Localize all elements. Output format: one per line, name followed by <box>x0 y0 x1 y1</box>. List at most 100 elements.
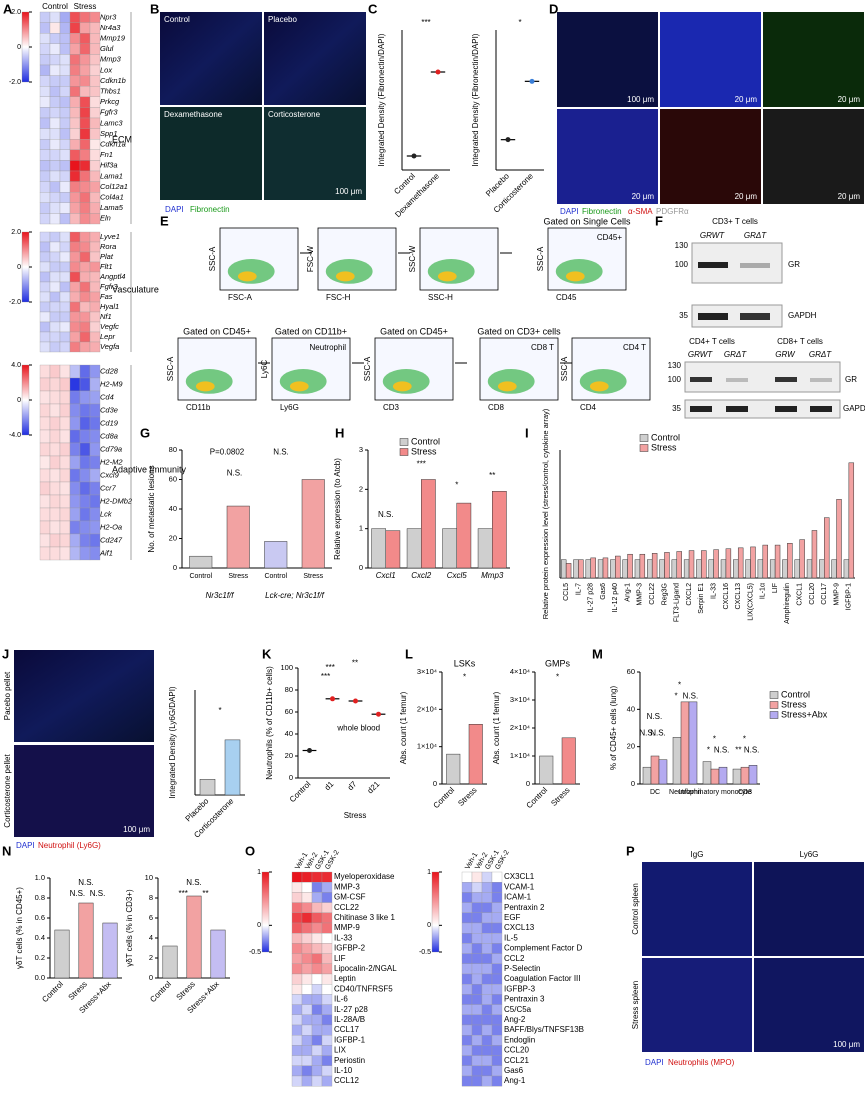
heatmap-cell <box>39 271 51 283</box>
axis-label: SSC-A <box>363 356 372 381</box>
bar <box>745 559 751 579</box>
axis-label: CD3 <box>383 403 400 412</box>
y-tick-label: 20 <box>285 751 293 760</box>
scale-bar-label: 20 μm <box>838 192 861 201</box>
scale-bar-label: 20 μm <box>838 95 861 104</box>
row-label: Lepr <box>100 332 116 341</box>
heatmap-cell <box>481 1075 493 1087</box>
y-tick-label: 0 <box>173 563 177 572</box>
legend-swatch <box>769 701 779 709</box>
heatmap-cell <box>79 281 91 293</box>
heatmap-cell <box>69 468 81 483</box>
heatmap-cell <box>491 902 503 913</box>
bar <box>539 755 554 785</box>
heatmap-cell <box>311 1004 323 1015</box>
heatmap-cell <box>291 1045 303 1056</box>
bar <box>794 559 800 579</box>
heatmap-cell <box>79 377 91 392</box>
image-label: Placebo <box>268 15 297 24</box>
heatmap-cell <box>89 377 101 392</box>
x-tick-label: CCL5 <box>563 583 570 601</box>
heatmap-cell <box>481 871 493 883</box>
heatmap-cell <box>79 181 91 193</box>
row-label: CXCL13 <box>504 923 535 932</box>
heatmap-cell <box>39 128 51 140</box>
x-tick-label: d21 <box>366 779 382 795</box>
colorbar-tick-label: 0 <box>17 397 21 404</box>
heatmap-cell <box>89 181 101 193</box>
heatmap-cell <box>69 311 81 323</box>
annotation: N.S. <box>714 746 730 755</box>
row-label: H2-M9 <box>100 379 123 388</box>
heatmap-cell <box>39 43 51 55</box>
y-tick-label: 0 <box>631 779 635 788</box>
panel-letter: L <box>405 646 413 661</box>
heatmap-cell <box>79 403 91 418</box>
heatmap-cell <box>69 261 81 273</box>
heatmap-cell <box>49 468 61 483</box>
heatmap-cell <box>49 403 61 418</box>
axis-label: CD4 <box>580 403 597 412</box>
heatmap-cell <box>39 170 51 182</box>
heatmap-cell <box>49 455 61 470</box>
blot-membrane <box>684 399 841 419</box>
heatmap-cell <box>461 871 473 883</box>
heatmap-cell <box>481 1035 493 1046</box>
y-tick-label: 40 <box>169 504 177 513</box>
x-tick-label: CD3 <box>738 789 752 796</box>
blot-title: CD3+ T cells <box>712 217 758 226</box>
heatmap-cell <box>301 1045 313 1056</box>
row-label: Leptin <box>334 974 356 983</box>
annotation: N.S. <box>647 712 663 721</box>
annotation: * <box>518 18 521 27</box>
x-tick-label: CCL22 <box>649 583 656 605</box>
row-label: GM-CSF <box>334 893 366 902</box>
heatmap-cell <box>79 75 91 87</box>
heatmap-cell <box>39 301 51 313</box>
y-tick-label: 100 <box>280 663 293 672</box>
heatmap-cell <box>49 22 61 34</box>
heatmap-cell <box>461 973 473 985</box>
y-tick-label: 60 <box>627 667 635 676</box>
heatmap-cell <box>69 160 81 172</box>
legend-swatch <box>639 444 649 452</box>
heatmap-cell <box>59 86 71 97</box>
bar <box>622 559 628 579</box>
x-tick-label: Control <box>525 785 550 810</box>
legend-swatch <box>399 448 409 456</box>
row-label: Mmp19 <box>100 33 126 42</box>
heatmap-cell <box>49 364 61 379</box>
heatmap-cell <box>69 546 81 561</box>
heatmap-cell <box>69 128 81 140</box>
row-label: IL-6 <box>334 995 348 1004</box>
row-label: Flt1 <box>100 262 113 271</box>
heatmap-cell <box>39 377 51 392</box>
heatmap-cell <box>89 22 101 34</box>
scale-bar-label: 100 μm <box>335 187 362 196</box>
band-label: GAPDH <box>788 311 817 320</box>
heatmap-cell <box>301 922 313 934</box>
y-tick-label: 0 <box>433 779 437 788</box>
y-axis-label: Integrated Density (Fibronectin/DAPI) <box>377 33 386 166</box>
panel-letter: F <box>655 213 663 228</box>
x-tick-label: MMP-9 <box>833 583 840 606</box>
y-axis-label: Neutrophils (% of CD11b+ cells) <box>265 666 274 780</box>
heatmap-cell <box>69 251 81 263</box>
heatmap-cell <box>291 943 303 954</box>
heatmap-cell <box>89 311 101 323</box>
heatmap-cell <box>481 902 493 913</box>
heatmap-cell <box>291 994 303 1005</box>
annotation: N.S. <box>378 510 394 519</box>
bar <box>565 563 572 579</box>
heatmap-cell <box>311 922 323 934</box>
bar <box>737 547 744 579</box>
marker-label: 130 <box>675 241 689 250</box>
y-tick-label: 3×10⁴ <box>417 667 437 676</box>
heatmap-cell <box>79 533 91 548</box>
heatmap-cell <box>481 1045 493 1056</box>
heatmap-cell <box>39 481 51 496</box>
marker-label: 35 <box>679 311 688 320</box>
heatmap-cell <box>321 994 333 1005</box>
heatmap-cell <box>59 377 71 392</box>
heatmap-cell <box>89 241 101 253</box>
